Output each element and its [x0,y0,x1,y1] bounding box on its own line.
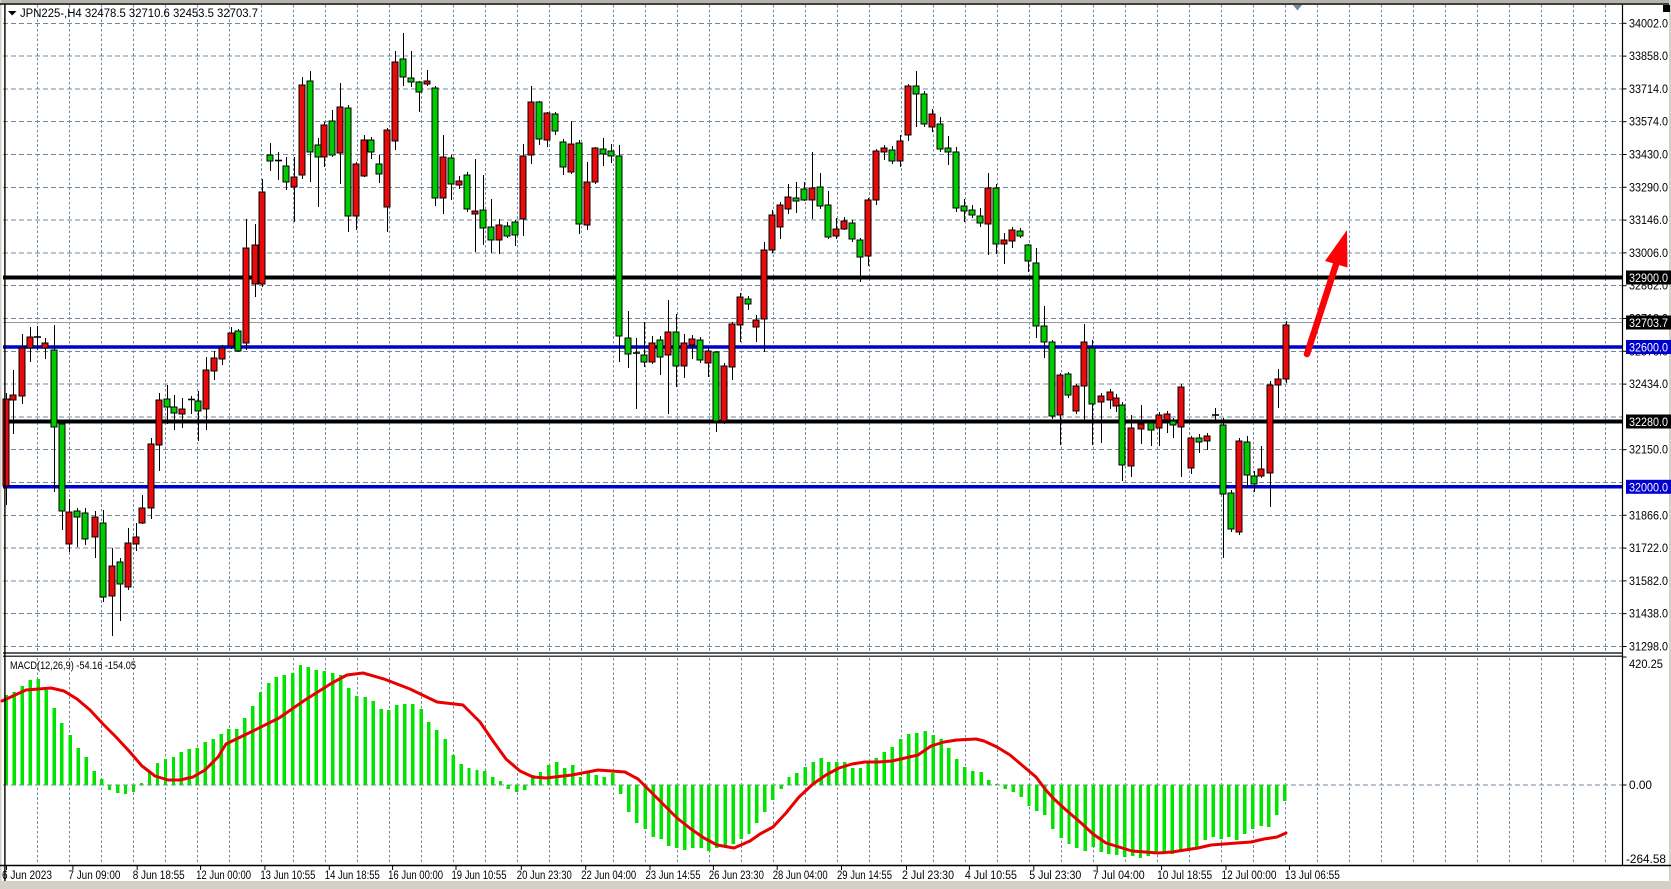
svg-text:34002.0: 34002.0 [1629,18,1668,30]
svg-text:4 Jul 10:55: 4 Jul 10:55 [965,870,1017,882]
svg-text:19 Jun 10:55: 19 Jun 10:55 [452,870,507,882]
svg-text:23 Jun 14:55: 23 Jun 14:55 [646,870,701,882]
svg-text:10 Jul 18:55: 10 Jul 18:55 [1157,870,1212,882]
svg-text:33858.0: 33858.0 [1629,51,1668,63]
svg-text:-264.58: -264.58 [1626,854,1666,866]
svg-text:31582.0: 31582.0 [1629,576,1668,588]
svg-text:420.25: 420.25 [1629,659,1663,671]
svg-text:33290.0: 33290.0 [1629,182,1668,194]
svg-text:13 Jul 06:55: 13 Jul 06:55 [1285,870,1340,882]
svg-text:20 Jun 23:30: 20 Jun 23:30 [517,870,572,882]
svg-text:32703.7: 32703.7 [1629,318,1668,330]
svg-text:32600.0: 32600.0 [1629,343,1668,355]
svg-text:32150.0: 32150.0 [1629,445,1668,457]
svg-text:12 Jun 00:00: 12 Jun 00:00 [196,870,251,882]
svg-text:7 Jun 09:00: 7 Jun 09:00 [68,870,120,882]
svg-text:31438.0: 31438.0 [1629,609,1668,621]
svg-text:33714.0: 33714.0 [1629,84,1668,96]
svg-text:13 Jun 10:55: 13 Jun 10:55 [260,870,315,882]
svg-text:32000.0: 32000.0 [1629,482,1668,494]
svg-text:32280.0: 32280.0 [1629,417,1668,429]
svg-text:33574.0: 33574.0 [1629,117,1668,129]
svg-text:12 Jul 00:00: 12 Jul 00:00 [1222,870,1277,882]
svg-text:22 Jun 04:00: 22 Jun 04:00 [581,870,636,882]
svg-text:31722.0: 31722.0 [1629,543,1668,555]
svg-text:6 Jun 2023: 6 Jun 2023 [2,870,52,882]
svg-text:16 Jun 00:00: 16 Jun 00:00 [388,870,443,882]
svg-text:7 Jul 04:00: 7 Jul 04:00 [1093,870,1145,882]
svg-text:33146.0: 33146.0 [1629,215,1668,227]
svg-text:0.00: 0.00 [1629,780,1652,792]
svg-text:26 Jun 23:30: 26 Jun 23:30 [709,870,764,882]
svg-text:14 Jun 18:55: 14 Jun 18:55 [325,870,380,882]
svg-text:32900.0: 32900.0 [1629,273,1668,285]
svg-text:33006.0: 33006.0 [1629,248,1668,260]
svg-text:MACD(12,26,9) -54.16 -154.05: MACD(12,26,9) -54.16 -154.05 [10,660,136,672]
svg-text:29 Jun 14:55: 29 Jun 14:55 [837,870,892,882]
svg-text:5 Jul 23:30: 5 Jul 23:30 [1029,870,1081,882]
svg-text:28 Jun 04:00: 28 Jun 04:00 [773,870,828,882]
svg-text:JPN225-,H4 32478.5 32710.6 32: JPN225-,H4 32478.5 32710.6 32453.5 32703… [20,8,258,20]
svg-text:32434.0: 32434.0 [1629,379,1668,391]
svg-text:8 Jun 18:55: 8 Jun 18:55 [133,870,185,882]
svg-text:31298.0: 31298.0 [1629,642,1668,654]
svg-text:31866.0: 31866.0 [1629,510,1668,522]
svg-text:33430.0: 33430.0 [1629,150,1668,162]
svg-text:2 Jul 23:30: 2 Jul 23:30 [902,870,954,882]
